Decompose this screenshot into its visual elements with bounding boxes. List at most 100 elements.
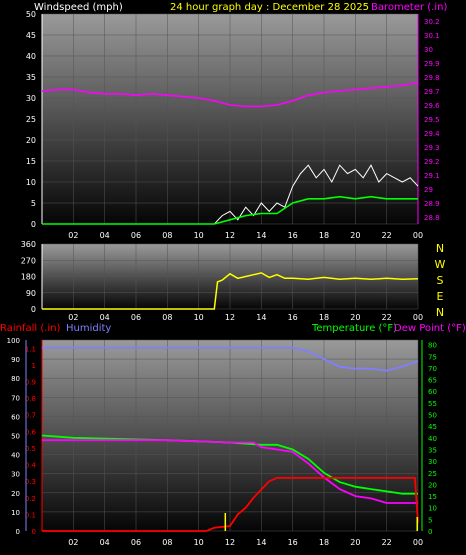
dir-x-tick-label: 00 (413, 313, 423, 322)
hum-y-tick-label: 10 (11, 509, 20, 517)
baro-y-tick-label: 30.2 (424, 18, 440, 26)
compass-letter-w: W (435, 258, 446, 271)
dir-x-tick-label: 16 (288, 313, 298, 322)
baro-y-tick-label: 29.8 (424, 74, 440, 82)
temp-y-tick-label: 50 (428, 412, 437, 420)
baro-y-tick-label: 28.9 (424, 200, 440, 208)
wind-x-tick-label: 20 (350, 231, 360, 240)
baro-axis-title: Barometer (.in) (371, 2, 447, 13)
rain-x-tick-label: 02 (68, 538, 78, 547)
hum-y-tick-label: 60 (11, 413, 20, 421)
wind-axis-title: Windspeed (mph) (34, 2, 123, 13)
baro-y-tick-label: 30 (424, 46, 433, 54)
dir-x-tick-label: 04 (100, 313, 110, 322)
hum-y-tick-label: 40 (11, 452, 20, 460)
dir-x-tick-label: 18 (319, 313, 329, 322)
temp-y-tick-label: 25 (428, 470, 437, 478)
wind-x-tick-label: 00 (413, 231, 423, 240)
temp-y-tick-label: 55 (428, 400, 437, 408)
compass-letter-n: N (436, 242, 444, 255)
dir-x-tick-label: 20 (350, 313, 360, 322)
temp-y-tick-label: 40 (428, 435, 437, 443)
rain-x-tick-label: 16 (288, 538, 298, 547)
rain-panel-series-line-3 (42, 477, 419, 532)
wind-y-tick-label: 35 (26, 73, 36, 82)
temp-y-tick-label: 65 (428, 377, 437, 385)
hum-y-tick-label: 80 (11, 375, 20, 383)
wind-series-line-1 (42, 195, 418, 225)
hum-y-tick-label: 0 (16, 528, 20, 536)
dew-axis-title: Dew Point (°F) (394, 323, 466, 334)
temp-y-tick-label: 15 (428, 493, 437, 501)
hum-y-tick-label: 50 (11, 433, 20, 441)
wind-x-tick-label: 06 (131, 231, 141, 240)
wind-y-tick-label: 10 (26, 178, 36, 187)
baro-y-tick-label: 29.3 (424, 144, 440, 152)
rain-y-tick-label: 0.6 (25, 428, 37, 436)
baro-y-tick-label: 29.5 (424, 116, 440, 124)
baro-y-tick-label: 29.9 (424, 60, 440, 68)
wind-y-tick-label: 45 (26, 31, 36, 40)
rain-x-tick-label: 06 (131, 538, 141, 547)
rain-y-tick-label: 0.9 (25, 379, 36, 387)
dir-x-tick-label: 22 (382, 313, 392, 322)
wind-y-tick-label: 5 (31, 199, 36, 208)
dir-x-tick-label: 12 (225, 313, 235, 322)
chart-title: 24 hour graph day : December 28 2025 (170, 2, 369, 13)
baro-y-tick-label: 30.1 (424, 32, 440, 40)
wind-y-tick-label: 25 (26, 115, 36, 124)
wind-x-tick-label: 04 (100, 231, 110, 240)
temp-y-tick-label: 80 (428, 342, 437, 350)
rain-y-tick-label: 1 (32, 362, 36, 370)
wind-series-line-2 (41, 81, 419, 108)
hum-y-tick-label: 30 (11, 471, 20, 479)
humidity-axis-title: Humidity (66, 323, 111, 334)
baro-y-tick-label: 29 (424, 186, 433, 194)
temp-y-tick-label: 75 (428, 353, 437, 361)
hum-y-tick-label: 20 (11, 490, 20, 498)
temp-y-tick-label: 0 (428, 528, 432, 536)
temp-y-tick-label: 10 (428, 505, 437, 513)
dir-x-tick-label: 14 (256, 313, 266, 322)
rain-y-tick-label: 0.5 (25, 445, 36, 453)
hum-y-tick-label: 70 (11, 394, 20, 402)
compass-letter-s: S (437, 274, 444, 287)
rain-y-tick-label: 0.3 (25, 478, 36, 486)
rain-x-tick-label: 22 (382, 538, 392, 547)
rain-y-tick-label: 0.7 (25, 412, 36, 420)
rain-axis-title: Rainfall (.in) (0, 323, 61, 334)
dir-x-tick-label: 08 (162, 313, 172, 322)
rain-y-tick-label: 0.8 (25, 395, 36, 403)
dir-y-tick-label: 0 (31, 305, 36, 314)
temp-y-tick-label: 20 (428, 481, 437, 489)
wind-x-tick-label: 02 (68, 231, 78, 240)
dir-x-tick-label: 10 (194, 313, 204, 322)
rain-x-tick-label: 10 (194, 538, 204, 547)
rain-x-tick-label: 08 (162, 538, 172, 547)
rain-y-tick-label: 0 (32, 528, 36, 536)
temp-y-tick-label: 5 (428, 516, 432, 524)
baro-y-tick-label: 29.2 (424, 158, 440, 166)
baro-y-tick-label: 29.1 (424, 172, 440, 180)
rain-panel-series-line-0 (42, 346, 419, 372)
wind-x-tick-label: 08 (162, 231, 172, 240)
wind-y-tick-label: 40 (26, 52, 36, 61)
baro-y-tick-label: 29.6 (424, 102, 440, 110)
rain-x-tick-label: 18 (319, 538, 329, 547)
rain-y-tick-label: 0.2 (25, 495, 36, 503)
wind-y-tick-label: 50 (26, 10, 36, 19)
dir-y-tick-label: 360 (21, 240, 36, 249)
rain-x-tick-label: 00 (413, 538, 423, 547)
baro-y-tick-label: 28.8 (424, 214, 440, 222)
baro-y-tick-label: 29.7 (424, 88, 440, 96)
temp-axis-title: Temperature (°F) (311, 323, 397, 334)
temp-y-tick-label: 35 (428, 446, 437, 454)
wind-x-tick-label: 14 (256, 231, 266, 240)
dir-y-tick-label: 90 (26, 289, 36, 298)
wind-y-tick-label: 15 (26, 157, 36, 166)
rain-y-tick-label: 0.1 (25, 511, 36, 519)
temp-y-tick-label: 70 (428, 365, 437, 373)
rain-x-tick-label: 12 (225, 538, 235, 547)
